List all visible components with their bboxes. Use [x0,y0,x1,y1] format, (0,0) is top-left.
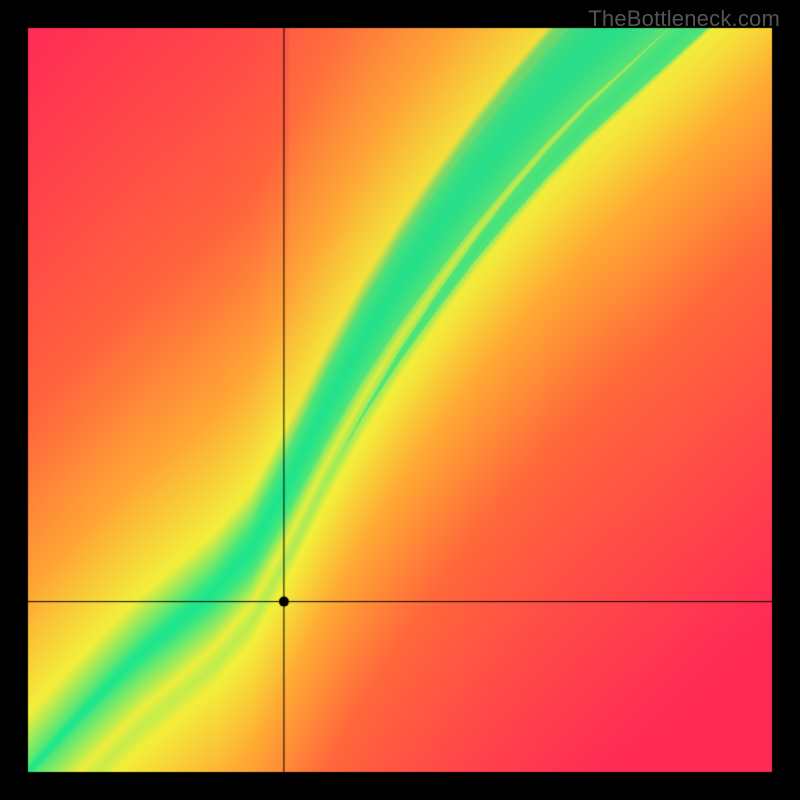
bottleneck-heatmap [0,0,800,800]
chart-container: TheBottleneck.com [0,0,800,800]
watermark-text: TheBottleneck.com [588,6,780,32]
